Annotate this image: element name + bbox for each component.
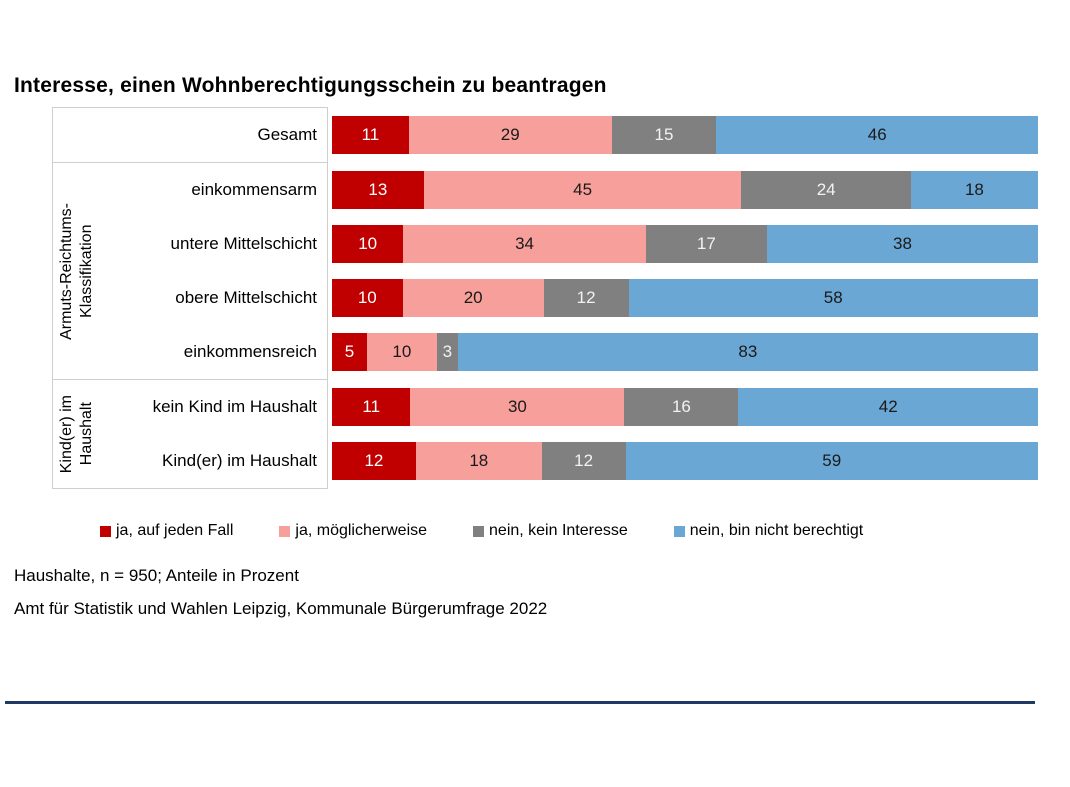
bar-row: 11 29 15 46 <box>332 108 1038 162</box>
bar-segment: 34 <box>403 225 646 263</box>
bar-segment: 12 <box>543 279 629 317</box>
footnote-sample: Haushalte, n = 950; Anteile in Prozent <box>14 566 299 585</box>
bar-segment: 42 <box>738 388 1038 426</box>
row-label: kein Kind im Haushalt <box>152 397 317 416</box>
row-labels: einkommensarm untere Mittelschicht obere M… <box>101 163 327 379</box>
bar-segment: 12 <box>541 442 626 480</box>
bar-segment: 29 <box>408 116 612 154</box>
stacked-bar: 5 10 3 83 <box>332 333 1038 371</box>
row-label: Gesamt <box>257 125 317 144</box>
bar-segment: 13 <box>332 171 424 209</box>
bottom-rule <box>5 701 1035 704</box>
row-group: Gesamt 11 29 15 46 <box>52 107 1070 163</box>
bar-segment: 10 <box>332 225 404 263</box>
row-label: obere Mittelschicht <box>175 288 317 307</box>
group-label-cell: Kind(er) im Haushalt <box>53 380 101 488</box>
row-group: Armuts-Reichtums- Klassifikation einkomme… <box>52 162 1070 380</box>
bar-segment: 15 <box>611 116 717 154</box>
row-group-label-box: Armuts-Reichtums- Klassifikation einkomme… <box>52 162 328 380</box>
bar-segment: 46 <box>716 116 1038 154</box>
legend-marker <box>279 525 291 537</box>
legend-item: nein, bin nicht berechtigt <box>673 522 864 540</box>
bar-segment: 11 <box>332 388 411 426</box>
legend-marker <box>100 525 111 537</box>
bar-row: 13 45 24 18 <box>332 163 1038 217</box>
legend-item: ja, auf jeden Fall <box>100 522 233 540</box>
bar-segment: 45 <box>423 171 742 209</box>
bar-segment: 20 <box>402 279 544 317</box>
stacked-bar-chart: Gesamt 11 29 15 46 Armuts-Reichtums- Klassifi… <box>52 107 1070 489</box>
bar-segment: 18 <box>910 171 1038 209</box>
bar-segment: 16 <box>624 388 739 426</box>
row-group: Kind(er) im Haushalt kein Kind im Haushal… <box>52 379 1070 489</box>
stacked-bar: 10 20 12 58 <box>332 279 1038 317</box>
bar-segment: 83 <box>457 333 1038 371</box>
stacked-bar: 10 34 17 38 <box>332 225 1038 263</box>
bar-segment: 30 <box>410 388 625 426</box>
row-group-label-box: Gesamt <box>52 107 328 163</box>
legend-label: ja, möglicherweise <box>295 522 428 539</box>
legend-item: nein, kein Interesse <box>473 522 628 540</box>
group-label-cell <box>53 108 101 162</box>
group-label: Armuts-Reichtums- Klassifikation <box>58 202 95 340</box>
bar-segment: 18 <box>415 442 542 480</box>
legend-item: ja, möglicherweise <box>279 522 427 540</box>
bar-row: 5 10 3 83 <box>332 325 1038 379</box>
footnote-source: Amt für Statistik und Wahlen Leipzig, Ko… <box>14 599 548 618</box>
bar-row: 10 20 12 58 <box>332 271 1038 325</box>
group-label: Kind(er) im Haushalt <box>58 394 95 474</box>
row-label: untere Mittelschicht <box>170 234 317 253</box>
bar-segment: 17 <box>645 225 767 263</box>
bar-segment: 10 <box>366 333 437 371</box>
bar-row: 11 30 16 42 <box>332 380 1038 434</box>
bar-segment: 5 <box>332 333 367 371</box>
bar-segment: 3 <box>436 333 458 371</box>
legend-label: ja, auf jeden Fall <box>116 522 234 539</box>
row-label: Kind(er) im Haushalt <box>162 451 317 470</box>
row-label: einkommensreich <box>183 342 317 361</box>
chart-page: Interesse, einen Wohnberechtigungsschein… <box>0 74 1070 787</box>
bar-segment: 10 <box>332 279 403 317</box>
group-label-cell: Armuts-Reichtums- Klassifikation <box>53 163 101 379</box>
bar-segment: 11 <box>332 116 409 154</box>
bar-segment: 24 <box>741 171 911 209</box>
bars-column: 11 29 15 46 <box>332 107 1038 163</box>
stacked-bar: 11 29 15 46 <box>332 116 1038 154</box>
footnotes: Haushalte, n = 950; Anteile in Prozent A… <box>14 559 1056 625</box>
legend-label: nein, bin nicht berechtigt <box>689 522 864 539</box>
chart-title: Interesse, einen Wohnberechtigungsschein… <box>14 74 607 97</box>
bar-segment: 38 <box>766 225 1038 263</box>
row-labels: kein Kind im Haushalt Kind(er) im Haushal… <box>101 380 327 488</box>
bar-segment: 58 <box>628 279 1038 317</box>
bars-column: 11 30 16 42 12 18 12 59 <box>332 379 1038 489</box>
stacked-bar: 12 18 12 59 <box>332 442 1038 480</box>
bar-row: 12 18 12 59 <box>332 434 1038 488</box>
bars-column: 13 45 24 18 10 34 17 38 10 20 12 58 5 10 3 83 <box>332 162 1038 380</box>
row-label: einkommensarm <box>191 180 317 199</box>
row-labels: Gesamt <box>101 108 327 162</box>
bar-segment: 12 <box>332 442 416 480</box>
legend-marker <box>473 525 485 537</box>
stacked-bar: 11 30 16 42 <box>332 388 1038 426</box>
legend: ja, auf jeden Fall ja, möglicherweise nein… <box>100 522 1070 540</box>
bar-row: 10 34 17 38 <box>332 217 1038 271</box>
legend-marker <box>673 525 685 537</box>
stacked-bar: 13 45 24 18 <box>332 171 1038 209</box>
row-group-label-box: Kind(er) im Haushalt kein Kind im Haushal… <box>52 379 328 489</box>
legend-label: nein, kein Interesse <box>489 522 628 539</box>
bar-segment: 59 <box>625 442 1038 480</box>
